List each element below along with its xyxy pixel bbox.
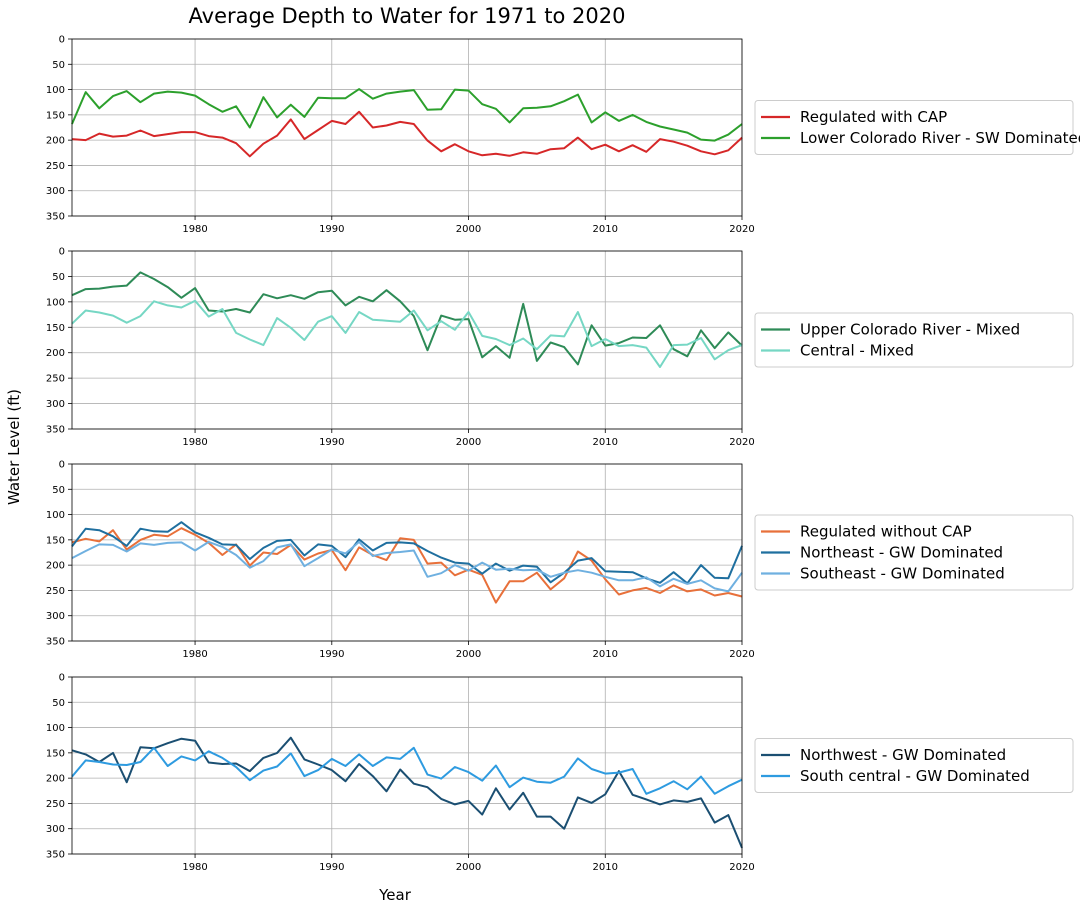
y-tick-label: 300: [46, 611, 65, 622]
y-tick-label: 300: [46, 186, 65, 197]
plot-frame: [71, 463, 743, 642]
series-line-3: [71, 540, 743, 593]
x-tick-label: 1990: [319, 224, 344, 235]
y-tick-label: 200: [46, 136, 65, 147]
y-tick-label: 200: [46, 774, 65, 785]
x-tick-label: 1990: [319, 862, 344, 873]
panel-4: 0 50 100 150 200 250 300 350 1980 1990 2000 2010 202…: [46, 673, 1074, 873]
y-tick-label: 50: [52, 60, 65, 71]
plot-frame: [71, 250, 743, 430]
legend: Upper Colorado River - Mixed Central - Mi…: [754, 312, 1074, 368]
y-tick-label: 100: [46, 297, 65, 308]
legend-box: [754, 514, 1074, 591]
x-tick-label: 2000: [456, 862, 481, 873]
legend-label: Central - Mixed: [800, 342, 914, 360]
series-line-1: [71, 527, 743, 604]
x-tick-label: 1980: [182, 437, 207, 448]
x-tick-label: 2000: [456, 224, 481, 235]
x-tick-label: 2010: [593, 224, 618, 235]
x-tick-label: 2010: [593, 649, 618, 660]
x-tick-label: 2000: [456, 437, 481, 448]
y-tick-label: 200: [46, 561, 65, 572]
x-tick-label: 2020: [729, 224, 754, 235]
x-tick-label: 1980: [182, 649, 207, 660]
legend: Regulated without CAP Northeast - GW Domi…: [754, 514, 1074, 591]
y-tick-label: 0: [59, 247, 65, 258]
y-tick-label: 150: [46, 110, 65, 121]
x-tick-label: 1980: [182, 224, 207, 235]
y-tick-label: 100: [46, 510, 65, 521]
plot-frame: [71, 676, 743, 855]
legend-box: [754, 100, 1074, 155]
legend-label: Northeast - GW Dominated: [800, 544, 1003, 562]
x-tick-label: 2020: [729, 862, 754, 873]
legend-box: [754, 312, 1074, 368]
x-tick-label: 2020: [729, 649, 754, 660]
legend: Northwest - GW Dominated South central - …: [754, 738, 1074, 793]
y-tick-label: 250: [46, 374, 65, 385]
legend-label: Northwest - GW Dominated: [800, 746, 1006, 764]
y-tick-label: 50: [52, 485, 65, 496]
y-tick-label: 50: [52, 698, 65, 709]
y-tick-label: 50: [52, 272, 65, 283]
legend-box: [754, 738, 1074, 793]
legend-label: Lower Colorado River - SW Dominated: [800, 129, 1080, 147]
y-tick-label: 0: [59, 673, 65, 684]
panel-1: 0 50 100 150 200 250 300 350 1980 1990 2000 2010 202…: [46, 35, 1080, 236]
y-tick-label: 200: [46, 348, 65, 359]
x-tick-label: 2000: [456, 649, 481, 660]
y-tick-label: 100: [46, 85, 65, 96]
y-tick-label: 350: [46, 212, 65, 223]
y-tick-label: 150: [46, 323, 65, 334]
y-tick-label: 300: [46, 399, 65, 410]
y-tick-label: 0: [59, 460, 65, 471]
x-axis-label: Year: [379, 886, 411, 904]
legend-label: South central - GW Dominated: [800, 767, 1030, 785]
series-line-2: [71, 299, 743, 368]
y-tick-label: 300: [46, 824, 65, 835]
x-tick-label: 1990: [319, 649, 344, 660]
x-tick-label: 2010: [593, 862, 618, 873]
series-line-1: [71, 110, 743, 158]
plot-frame: [71, 38, 743, 217]
x-tick-label: 1980: [182, 862, 207, 873]
y-tick-label: 150: [46, 535, 65, 546]
legend-label: Regulated without CAP: [800, 523, 972, 541]
series-line-1: [71, 736, 743, 849]
panel-3: 0 50 100 150 200 250 300 350 1980 1990 2000 2010 202…: [46, 460, 1074, 660]
y-tick-label: 250: [46, 586, 65, 597]
series-line-2: [71, 521, 743, 585]
series-line-2: [71, 746, 743, 795]
y-tick-label: 250: [46, 161, 65, 172]
y-tick-label: 350: [46, 425, 65, 436]
y-tick-label: 350: [46, 850, 65, 861]
panel-2: 0 50 100 150 200 250 300 350 1980 1990 2000 2010 202…: [46, 247, 1074, 448]
legend-label: Southeast - GW Dominated: [800, 565, 1005, 583]
series-line-1: [71, 271, 743, 366]
x-tick-label: 1990: [319, 437, 344, 448]
chart-title: Average Depth to Water for 1971 to 2020: [188, 4, 626, 28]
y-tick-label: 0: [59, 35, 65, 46]
x-tick-label: 2010: [593, 437, 618, 448]
legend-label: Regulated with CAP: [800, 108, 947, 126]
y-tick-label: 250: [46, 799, 65, 810]
x-tick-label: 2020: [729, 437, 754, 448]
legend: Regulated with CAP Lower Colorado River -…: [754, 100, 1080, 155]
y-tick-label: 150: [46, 748, 65, 759]
series-line-2: [71, 88, 743, 142]
legend-label: Upper Colorado River - Mixed: [800, 321, 1020, 339]
y-tick-label: 100: [46, 723, 65, 734]
y-tick-label: 350: [46, 637, 65, 648]
